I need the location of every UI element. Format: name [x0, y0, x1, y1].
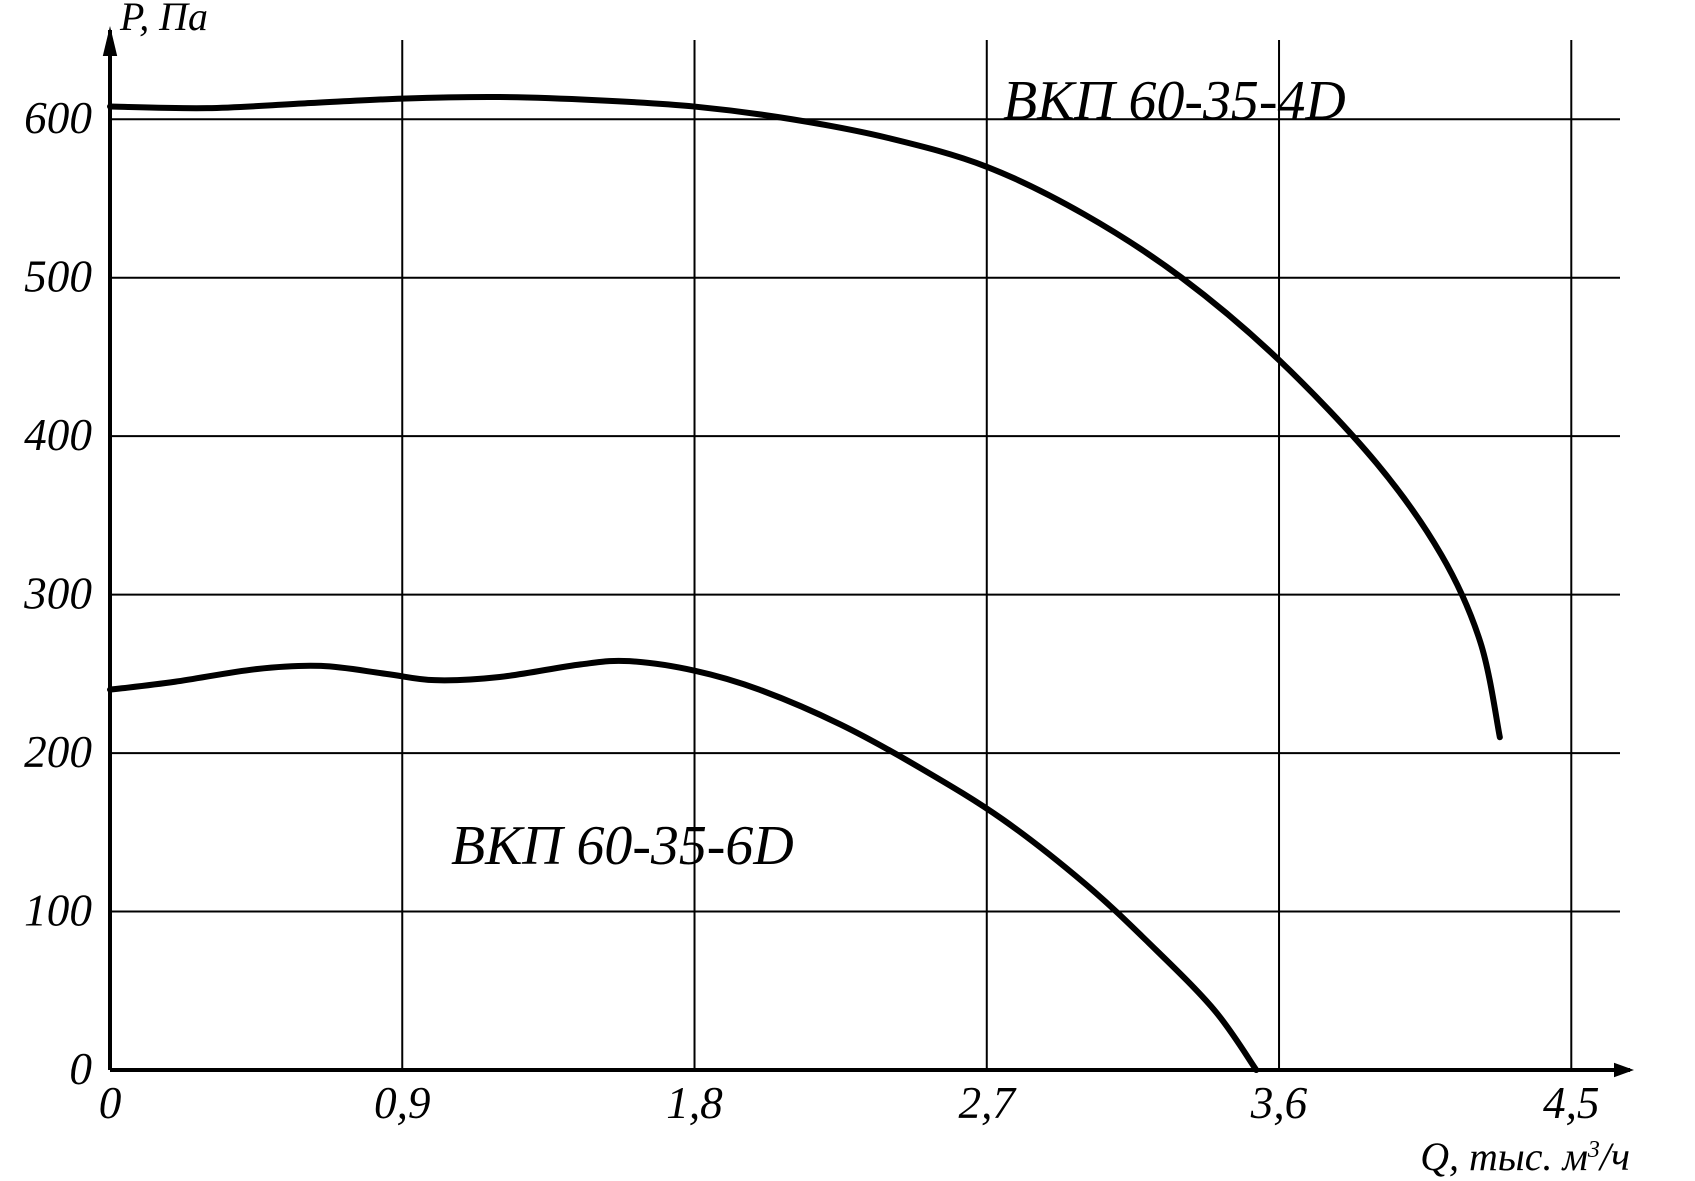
x-tick-label: 4,5 [1543, 1078, 1600, 1128]
x-tick-label: 1,8 [666, 1078, 723, 1128]
y-tick-label: 200 [24, 727, 92, 777]
x-tick-label: 0,9 [374, 1078, 431, 1128]
chart-svg: 0 100 200 300 400 500 600 0 0,9 1,8 2,7 3,6 4,5 P, Па… [0, 0, 1695, 1181]
y-tick-label: 300 [23, 569, 92, 619]
y-tick-label: 0 [69, 1044, 92, 1094]
y-tick-label: 500 [24, 252, 92, 302]
y-axis-label: P, Па [119, 0, 208, 39]
y-tick-label: 100 [24, 886, 92, 936]
series-label: ВКП 60-35-4D [1003, 70, 1346, 132]
fan-curve-chart: 0 100 200 300 400 500 600 0 0,9 1,8 2,7 3,6 4,5 P, Па… [0, 0, 1695, 1181]
x-tick-label: 3,6 [1250, 1078, 1308, 1128]
x-tick-label: 2,7 [959, 1078, 1018, 1128]
y-tick-label: 400 [24, 410, 92, 460]
y-tick-label: 600 [24, 93, 92, 143]
x-tick-label: 0 [99, 1078, 122, 1128]
series-label: ВКП 60-35-6D [451, 815, 794, 877]
